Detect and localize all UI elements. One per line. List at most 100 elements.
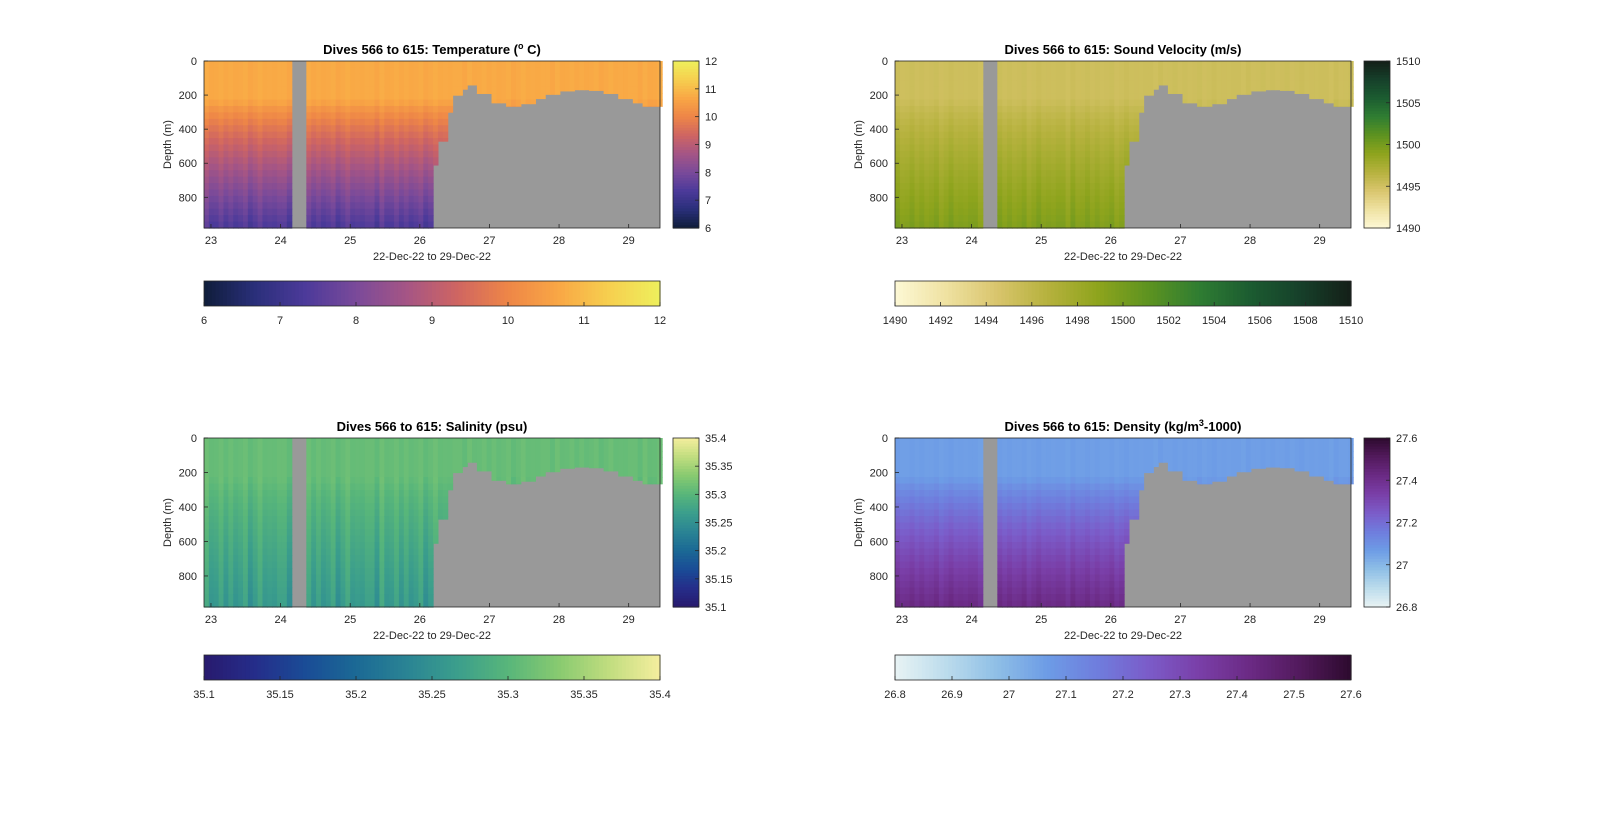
heatmap-cell	[486, 451, 493, 459]
heatmap-cell	[242, 170, 249, 178]
heatmap-cell	[418, 99, 424, 107]
heatmap-cell	[1002, 202, 1008, 210]
heatmap-cell	[218, 581, 225, 589]
heatmap-cell	[418, 555, 424, 563]
heatmap-cell	[403, 451, 410, 459]
heatmap-cell	[340, 522, 346, 530]
heatmap-cell	[262, 208, 268, 216]
heatmap-cell	[1104, 99, 1111, 107]
heatmap-cell	[948, 125, 955, 133]
heatmap-cell	[325, 509, 332, 517]
heatmap-cell	[1314, 93, 1320, 100]
heatmap-cell	[340, 80, 346, 88]
heatmap-cell	[413, 444, 420, 452]
colorbar-segment	[673, 573, 699, 577]
heatmap-cell	[345, 516, 351, 524]
heatmap-cell	[247, 80, 254, 88]
heatmap-cell	[1075, 125, 1081, 133]
heatmap-cell	[213, 99, 220, 107]
heatmap-cell	[637, 73, 644, 81]
heatmap-cell	[350, 438, 356, 446]
heatmap-cell	[242, 195, 249, 203]
heatmap-cell	[1128, 67, 1135, 75]
heatmap-cell	[272, 587, 278, 595]
heatmap-cell	[1060, 99, 1067, 107]
heatmap-cell	[1060, 170, 1067, 178]
heatmap-cell	[277, 561, 283, 569]
heatmap-cell	[1080, 125, 1086, 133]
colorbar-segment	[929, 281, 934, 306]
heatmap-cell	[389, 215, 395, 223]
heatmap-cell	[1050, 176, 1057, 184]
heatmap-cell	[1119, 99, 1125, 107]
colorbar-segment	[1364, 125, 1390, 129]
heatmap-cell	[1221, 67, 1227, 75]
heatmap-cell	[1128, 80, 1135, 88]
heatmap-cell	[413, 221, 420, 229]
heatmap-cell	[394, 464, 400, 472]
heatmap-cell	[1041, 67, 1047, 75]
heatmap-cell	[623, 73, 629, 81]
heatmap-cell	[943, 163, 950, 171]
heatmap-cell	[423, 568, 429, 576]
heatmap-cell	[218, 594, 225, 602]
heatmap-cell	[277, 93, 283, 101]
heatmap-cell	[958, 150, 964, 158]
heatmap-cell	[895, 105, 901, 113]
heatmap-cell	[968, 99, 974, 107]
heatmap-cell	[238, 444, 244, 452]
heatmap-cell	[569, 457, 575, 465]
heatmap-cell	[340, 535, 346, 543]
heatmap-cell	[997, 150, 1003, 158]
heatmap-cell	[233, 542, 239, 550]
colorbar-segment	[641, 281, 646, 306]
heatmap-cell	[369, 464, 376, 472]
heatmap-cell	[379, 221, 385, 229]
heatmap-cell	[506, 444, 512, 452]
heatmap-cell	[335, 529, 342, 537]
heatmap-cell	[1002, 131, 1008, 139]
heatmap-cell	[1060, 208, 1067, 216]
heatmap-cell	[588, 438, 595, 446]
colorbar-segment	[1035, 281, 1040, 306]
heatmap-cell	[437, 86, 444, 94]
heatmap-cell	[389, 105, 395, 113]
heatmap-cell	[554, 93, 561, 95]
heatmap-cell	[924, 105, 930, 113]
colorbar-segment	[371, 281, 376, 306]
heatmap-cell	[1094, 176, 1101, 184]
heatmap-cell	[320, 189, 327, 197]
heatmap-cell	[428, 67, 434, 75]
heatmap-cell	[403, 522, 410, 530]
heatmap-cell	[208, 457, 215, 465]
heatmap-cell	[208, 112, 215, 120]
heatmap-cell	[359, 548, 366, 556]
heatmap-cell	[359, 189, 366, 197]
colorbar-segment	[1081, 281, 1086, 306]
heatmap-cell	[1050, 170, 1057, 178]
heatmap-cell	[447, 93, 454, 101]
colorbar-segment	[673, 590, 699, 594]
heatmap-cell	[286, 131, 293, 139]
heatmap-cell	[1250, 80, 1257, 88]
heatmap-cell	[574, 438, 580, 446]
colorbar-horizontal: 1490 1492 1494 1496 1498 1500 1502 1504 1506 1508…	[883, 280, 1363, 327]
heatmap-cell	[408, 477, 415, 485]
heatmap-cell	[1289, 80, 1296, 88]
colorbar-segment	[1364, 175, 1390, 179]
heatmap-cell	[1041, 163, 1047, 171]
heatmap-cell	[968, 80, 974, 88]
heatmap-cell	[1041, 125, 1047, 133]
heatmap-cell	[374, 522, 381, 530]
heatmap-cell	[919, 215, 925, 223]
heatmap-cell	[242, 118, 249, 126]
heatmap-cell	[394, 73, 400, 81]
heatmap-cell	[403, 548, 410, 556]
colorbar-segment	[1364, 119, 1390, 123]
heatmap-cell	[1192, 80, 1198, 88]
heatmap-cell	[286, 496, 293, 504]
heatmap-cell	[233, 80, 239, 88]
heatmap-cell	[554, 444, 561, 452]
heatmap-cell	[1314, 86, 1320, 94]
heatmap-cell	[267, 131, 273, 139]
